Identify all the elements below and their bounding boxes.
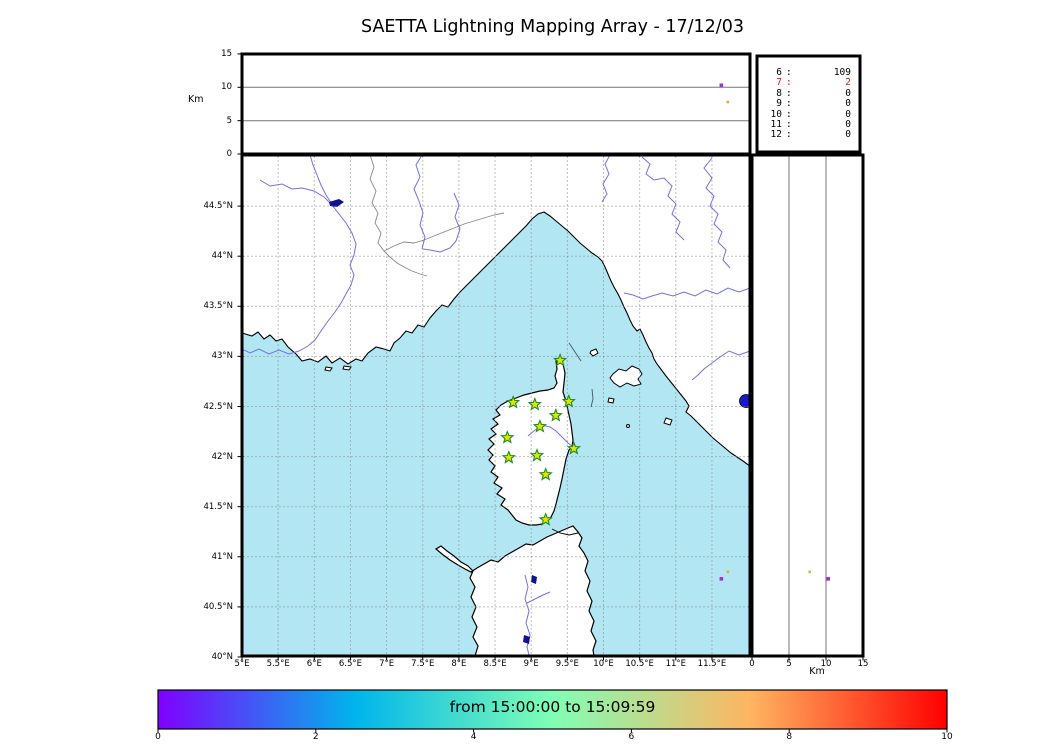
colorbar-time-label: from 15:00:00 to 15:09:59 <box>449 698 656 716</box>
colorbar-tick-label: 10 <box>941 732 953 742</box>
lon-tick-label: 5°E <box>234 659 250 669</box>
coastline-sardinia <box>434 525 597 655</box>
alt-tick-label: 5 <box>786 659 792 669</box>
alt-tick-label: 15 <box>857 659 869 669</box>
alt-tick-label: 0 <box>226 149 232 159</box>
lat-tick-label: 42.5°N <box>203 401 233 412</box>
lightning-source <box>719 577 724 581</box>
station-count-list: 6:109 7:2 8:0 9:0 10:0 11:0 12:0 <box>760 67 857 141</box>
figure-title: SAETTA Lightning Mapping Array - 17/12/0… <box>361 17 744 37</box>
colorbar-tick-label: 0 <box>155 732 161 742</box>
lon-tick-label: 9.5°E <box>555 659 579 669</box>
panel-map <box>237 153 752 661</box>
colorbar-ticks <box>157 729 948 733</box>
alt-tick-label: 0 <box>749 659 755 669</box>
station-count-row-highlight: 7:2 <box>776 77 851 89</box>
lon-tick-label: 9°E <box>523 659 539 669</box>
lightning-source <box>826 577 831 581</box>
lat-tick-label: 41.5°N <box>203 501 233 512</box>
lon-tick-label: 6°E <box>306 659 322 669</box>
station-count-box <box>755 54 862 154</box>
station-count-row: 10:0 <box>770 108 851 120</box>
lma-station-star <box>505 395 521 409</box>
alt-lat-points <box>808 570 831 581</box>
panel-alt-vs-lat <box>750 153 865 661</box>
lma-station-star <box>538 512 553 526</box>
map-axis-ticks <box>237 205 713 661</box>
station-count-row: 9:0 <box>776 98 851 110</box>
lat-tick-label: 43.5°N <box>203 301 233 312</box>
map-border <box>240 153 752 658</box>
lma-station-star <box>501 450 516 464</box>
coast-fragments <box>551 342 594 536</box>
station-count-row: 6:109 <box>776 67 851 78</box>
coastline-corsica <box>487 355 574 526</box>
station-count-row: 12:0 <box>770 129 851 141</box>
alt-tick-label: 10 <box>820 659 832 669</box>
lma-station-star <box>538 467 553 481</box>
colorbar-tick-label: 8 <box>786 732 793 742</box>
alt-tick-label: 10 <box>221 82 232 93</box>
lon-tick-label: 11.5°E <box>697 659 727 669</box>
colorbar-tick-label: 6 <box>628 732 635 742</box>
lat-tick-label: 41°N <box>211 551 233 562</box>
lon-tick-label: 10°E <box>593 659 614 669</box>
lat-tick-label: 44°N <box>211 251 233 262</box>
lon-tick-label: 5.5°E <box>266 659 290 669</box>
lightning-source <box>726 570 730 574</box>
river-tirso <box>524 574 531 655</box>
lma-station-star <box>500 430 515 444</box>
lakes <box>329 199 749 644</box>
right-axis-km-label: Km <box>809 666 825 677</box>
coastline-mainland <box>243 156 749 466</box>
station-count-row: 11:0 <box>770 119 851 131</box>
lma-station-star <box>548 407 563 422</box>
lon-tick-label: 8°E <box>451 659 467 669</box>
lat-tick-label: 42°N <box>211 451 233 462</box>
country-border <box>369 156 428 277</box>
lightning-source <box>719 83 724 88</box>
top-axis-km-label: Km <box>188 94 204 105</box>
lma-station-star <box>566 441 582 455</box>
map-graticule <box>243 156 749 655</box>
river-golo <box>527 424 575 449</box>
panel-alt-vs-lon <box>237 52 752 156</box>
lake-bolsena <box>739 394 749 408</box>
lon-tick-label: 8.5°E <box>483 659 507 669</box>
lma-station-star <box>532 419 548 433</box>
lma-station-star <box>527 396 542 411</box>
alt-lon-points <box>719 83 730 104</box>
alt-axis-ticks-right <box>751 656 864 661</box>
lat-tick-label: 40.5°N <box>203 601 233 612</box>
lma-station-star <box>529 448 545 462</box>
lma-station-star <box>552 352 568 367</box>
lightning-source <box>726 100 730 104</box>
lat-tick-label: 43°N <box>211 351 233 362</box>
lon-tick-label: 6.5°E <box>338 659 362 669</box>
station-count-row: 8:0 <box>776 87 851 99</box>
alt-tick-label: 15 <box>221 48 232 59</box>
lon-tick-label: 7°E <box>379 659 395 669</box>
lon-tick-label: 11°E <box>665 659 687 669</box>
map-points <box>500 352 730 581</box>
small-islands <box>324 348 673 428</box>
time-colorbar <box>157 689 948 733</box>
lma-station-star <box>561 393 576 408</box>
lightning-source <box>808 570 812 574</box>
country-border-branch <box>383 212 505 252</box>
lat-tick-label: 44.5°N <box>203 201 233 212</box>
lon-tick-label: 7.5°E <box>411 659 435 669</box>
colorbar-gradient <box>157 689 948 730</box>
colorbar-tick-label: 4 <box>470 732 477 742</box>
alt-tick-label: 5 <box>226 115 232 126</box>
lat-tick-label: 40°N <box>211 652 233 662</box>
lon-tick-label: 10.5°E <box>625 659 654 669</box>
colorbar-tick-label: 2 <box>312 732 319 742</box>
